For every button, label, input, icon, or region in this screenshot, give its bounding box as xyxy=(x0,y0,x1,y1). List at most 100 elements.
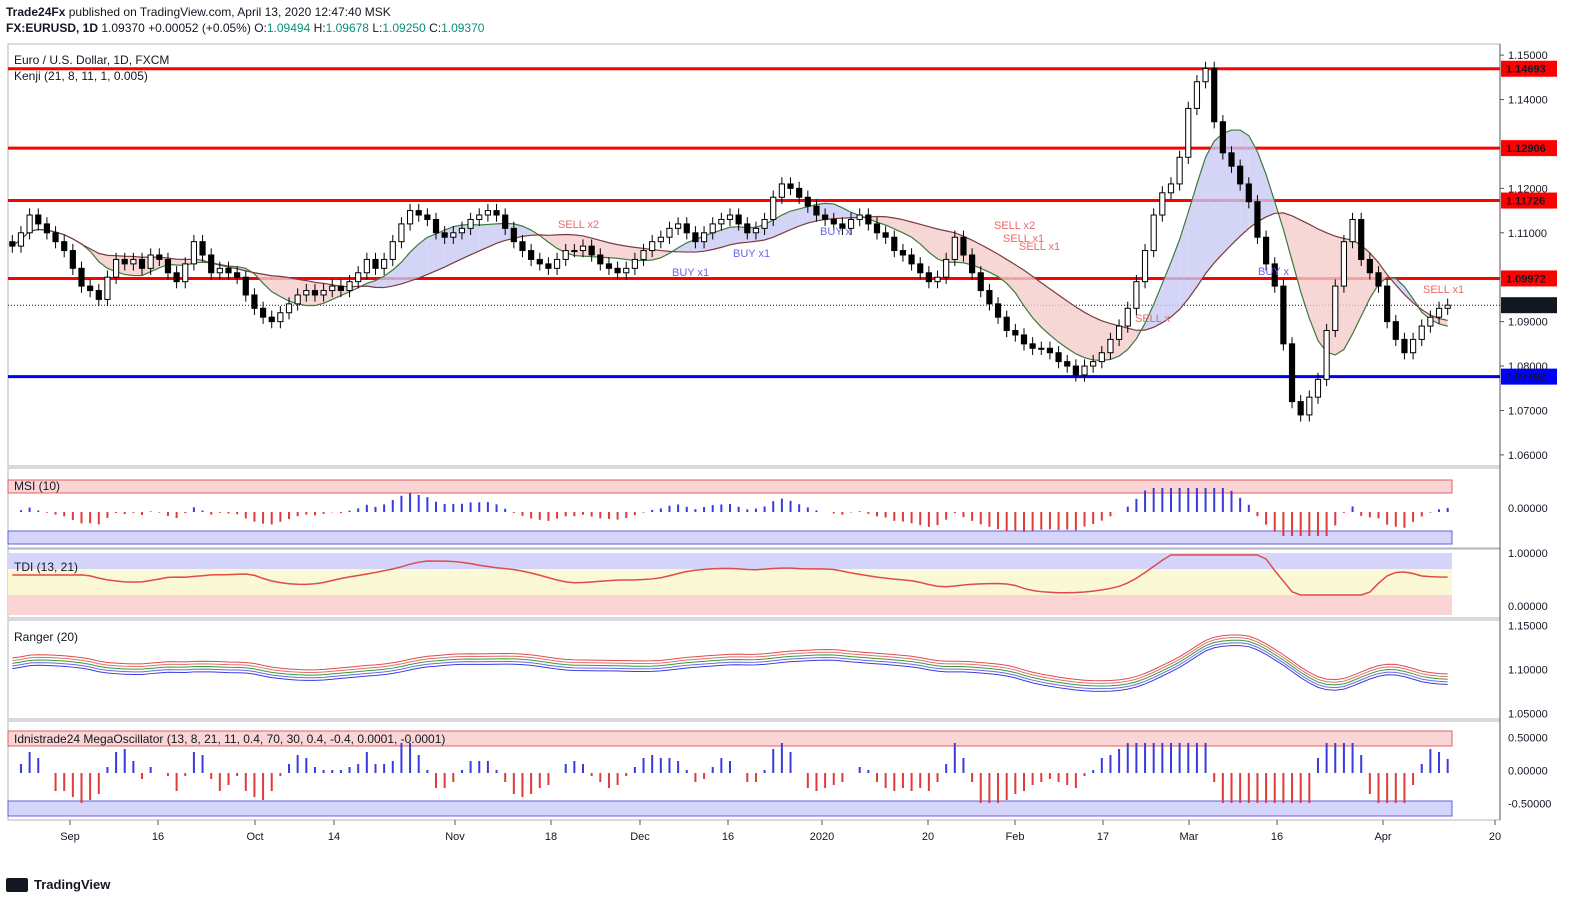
candle-body xyxy=(363,258,370,274)
last-price-label: 1.09370 xyxy=(1506,300,1546,312)
candle-body xyxy=(346,281,353,292)
candle-body xyxy=(1280,285,1287,345)
cloud-segment xyxy=(522,226,532,237)
msi-tick-label: 0.00000 xyxy=(1508,503,1548,515)
horizontal-levels[interactable]: 1.14693 1.12906 1.11726 1.09972 1.07762 1.093… xyxy=(8,60,1557,385)
ranger-tick-label: 1.15000 xyxy=(1508,620,1548,632)
signal-label: BUY x xyxy=(820,226,851,238)
candle-body xyxy=(1237,165,1244,185)
open-label: O: xyxy=(254,21,267,35)
candle-body xyxy=(1409,338,1417,354)
msi-upper-band xyxy=(7,479,1453,494)
time-tick-label: 16 xyxy=(152,831,164,843)
candle-body xyxy=(822,214,829,220)
candle-body xyxy=(303,290,310,296)
ranger-tick-label: 1.05000 xyxy=(1508,709,1548,721)
candle-body xyxy=(1349,218,1356,243)
candle-body xyxy=(545,263,552,269)
candle-body xyxy=(536,258,543,265)
candle-body xyxy=(623,267,630,274)
cloud-segment xyxy=(937,228,947,263)
cloud-segment xyxy=(418,237,428,279)
mega-tick-label: 0.50000 xyxy=(1508,733,1548,745)
candle-body xyxy=(873,223,881,234)
open-value: 1.09494 xyxy=(266,21,311,35)
candle-body xyxy=(796,187,803,198)
candle-body xyxy=(700,232,708,243)
candle-body xyxy=(259,307,267,318)
signal-label: SELL x1 xyxy=(1003,233,1044,245)
cloud-segment xyxy=(1196,157,1206,287)
candle-body xyxy=(1211,67,1218,123)
candle-body xyxy=(277,312,284,323)
footer-brand[interactable]: TradingView xyxy=(6,877,110,892)
candle-body xyxy=(199,241,206,256)
slow-ma-line xyxy=(11,212,1448,331)
level-badge xyxy=(1501,192,1557,209)
candle-body xyxy=(311,290,319,296)
candle-body xyxy=(1038,347,1045,350)
cloud-segment xyxy=(773,215,782,238)
time-tick-label: Apr xyxy=(1374,831,1391,843)
candle-body xyxy=(450,232,457,238)
candle-body xyxy=(519,241,526,252)
cloud-segment xyxy=(384,269,393,288)
cloud-segment xyxy=(1032,276,1042,328)
candle-body xyxy=(649,241,656,252)
cloud-segment xyxy=(1395,278,1405,295)
level-label: 1.12906 xyxy=(1506,143,1546,155)
candle-body xyxy=(718,218,725,225)
candle-body xyxy=(960,236,967,256)
time-tick-label: 16 xyxy=(1271,831,1283,843)
candle-body xyxy=(666,227,673,238)
candle-body xyxy=(69,250,76,269)
candle-body xyxy=(925,272,932,283)
candle-body xyxy=(1150,214,1157,252)
publisher-name[interactable]: Trade24Fx xyxy=(6,5,66,19)
candle-body xyxy=(571,250,578,253)
price-tick-label: 1.11000 xyxy=(1508,228,1547,240)
cloud-segment xyxy=(902,219,912,238)
price-tick-label: 1.12000 xyxy=(1508,183,1548,195)
candle-body xyxy=(173,272,180,283)
candle-body xyxy=(1159,192,1166,216)
mega-lower-band xyxy=(7,800,1453,817)
level-label: 1.07762 xyxy=(1506,372,1546,384)
candle-body xyxy=(78,267,85,287)
candle-body xyxy=(1375,272,1382,287)
low-label: L: xyxy=(372,21,383,35)
candle-body xyxy=(994,303,1002,318)
candle-body xyxy=(640,250,647,260)
candle-body xyxy=(899,250,907,256)
time-tick-label: 2020 xyxy=(810,831,834,843)
cloud-segment xyxy=(600,240,609,258)
high-label: H: xyxy=(313,21,326,35)
cloud-segment xyxy=(678,242,687,253)
candle-body xyxy=(476,214,483,220)
candle-body xyxy=(432,218,440,234)
candle-body xyxy=(389,241,396,260)
candle-body xyxy=(1055,352,1062,363)
level-label: 1.11726 xyxy=(1506,196,1545,208)
cloud-segment xyxy=(1179,212,1189,310)
candle-body xyxy=(683,223,690,234)
mega-pane-title: Idnistrade24 MegaOscillator (13, 8, 21, … xyxy=(14,732,445,746)
tdi-mid-band xyxy=(8,569,1452,595)
candle-body xyxy=(891,236,898,252)
cloud-segment xyxy=(781,211,791,234)
cloud-segment xyxy=(470,224,480,255)
price-change: +0.00052 (+0.05%) xyxy=(148,21,251,35)
candle-body xyxy=(787,183,794,189)
cloud-segment xyxy=(1145,304,1154,331)
cloud-segment xyxy=(1170,239,1180,317)
candle-body xyxy=(1167,183,1175,194)
cloud-segment xyxy=(626,246,635,261)
candle-body xyxy=(1306,396,1313,416)
cloud-segment xyxy=(1041,282,1050,335)
cloud-segment xyxy=(1292,215,1301,292)
cloud-segment xyxy=(366,280,376,288)
candles[interactable] xyxy=(9,61,1451,422)
candle-body xyxy=(1263,236,1270,265)
candle-body xyxy=(1435,307,1443,318)
